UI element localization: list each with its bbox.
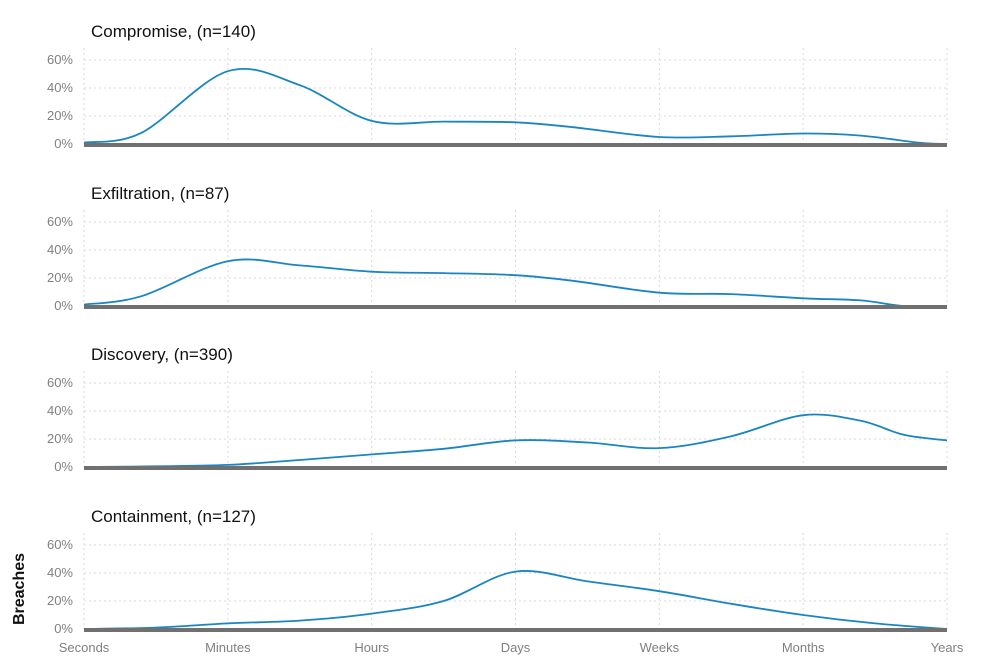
y-tick-label: 60% (47, 52, 73, 67)
panel-title: Compromise, (n=140) (91, 22, 256, 41)
y-tick-label: 40% (47, 403, 73, 418)
x-tick-label: Days (501, 640, 531, 655)
y-tick-label: 40% (47, 242, 73, 257)
series-line (83, 258, 948, 308)
x-tick-label: Seconds (59, 640, 110, 655)
panel-2: Discovery, (n=390) 0% 20% 40% 60% (47, 345, 948, 474)
series-line (83, 67, 948, 145)
y-tick-label: 0% (54, 459, 73, 474)
panel-title: Containment, (n=127) (91, 507, 256, 526)
y-tick-label: 0% (54, 621, 73, 636)
y-tick-label: 20% (47, 108, 73, 123)
x-tick-label: Months (782, 640, 825, 655)
x-tick-label: Years (931, 640, 964, 655)
x-tick-label: Hours (354, 640, 389, 655)
panel-title: Discovery, (n=390) (91, 345, 233, 364)
x-tick-label: Weeks (640, 640, 680, 655)
panel-1: Exfiltration, (n=87) 0% 20% 40% 60% (47, 184, 948, 313)
y-tick-label: 40% (47, 80, 73, 95)
y-tick-label: 60% (47, 537, 73, 552)
y-tick-label: 40% (47, 565, 73, 580)
series-line (83, 413, 948, 468)
x-axis: Seconds Minutes Hours Days Weeks Months Years (59, 640, 964, 655)
y-tick-label: 20% (47, 270, 73, 285)
panel-title: Exfiltration, (n=87) (91, 184, 229, 203)
series-line (83, 570, 948, 630)
y-tick-label: 0% (54, 298, 73, 313)
panel-0: Compromise, (n=140) 0% 20% 40% 60% (47, 22, 948, 151)
y-tick-label: 20% (47, 431, 73, 446)
y-tick-label: 60% (47, 375, 73, 390)
y-axis-label: Breaches (11, 553, 28, 625)
panels: Compromise, (n=140)0%20%40%60%Exfiltrati… (47, 22, 948, 636)
x-tick-label: Minutes (205, 640, 251, 655)
panel-3: Containment, (n=127) 0% 20% 40% 60% (47, 507, 948, 636)
y-tick-label: 60% (47, 214, 73, 229)
y-tick-label: 0% (54, 136, 73, 151)
y-tick-label: 20% (47, 593, 73, 608)
